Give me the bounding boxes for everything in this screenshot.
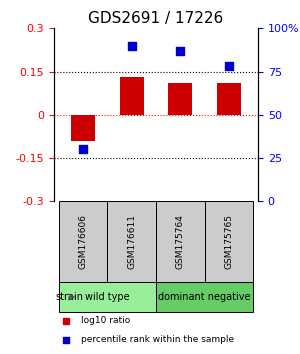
Text: log10 ratio: log10 ratio <box>80 316 130 325</box>
Text: wild type: wild type <box>85 292 130 302</box>
FancyBboxPatch shape <box>156 201 205 282</box>
Point <box>129 43 134 48</box>
Point <box>178 48 183 53</box>
Bar <box>217 83 241 115</box>
Title: GDS2691 / 17226: GDS2691 / 17226 <box>88 11 224 26</box>
FancyBboxPatch shape <box>59 282 156 312</box>
FancyBboxPatch shape <box>156 282 253 312</box>
Text: GSM176606: GSM176606 <box>79 214 88 269</box>
FancyBboxPatch shape <box>205 201 253 282</box>
FancyBboxPatch shape <box>59 201 107 282</box>
Point <box>81 147 85 152</box>
Text: strain: strain <box>55 292 83 302</box>
Text: GSM175765: GSM175765 <box>224 214 233 269</box>
Text: percentile rank within the sample: percentile rank within the sample <box>80 335 234 344</box>
Bar <box>71 115 95 141</box>
Text: GSM175764: GSM175764 <box>176 214 185 269</box>
FancyBboxPatch shape <box>107 201 156 282</box>
Point <box>265 263 270 268</box>
Text: GSM176611: GSM176611 <box>127 214 136 269</box>
Bar <box>120 77 144 115</box>
Point <box>265 87 270 93</box>
Point <box>226 63 231 69</box>
Bar <box>168 83 192 115</box>
Text: dominant negative: dominant negative <box>158 292 251 302</box>
